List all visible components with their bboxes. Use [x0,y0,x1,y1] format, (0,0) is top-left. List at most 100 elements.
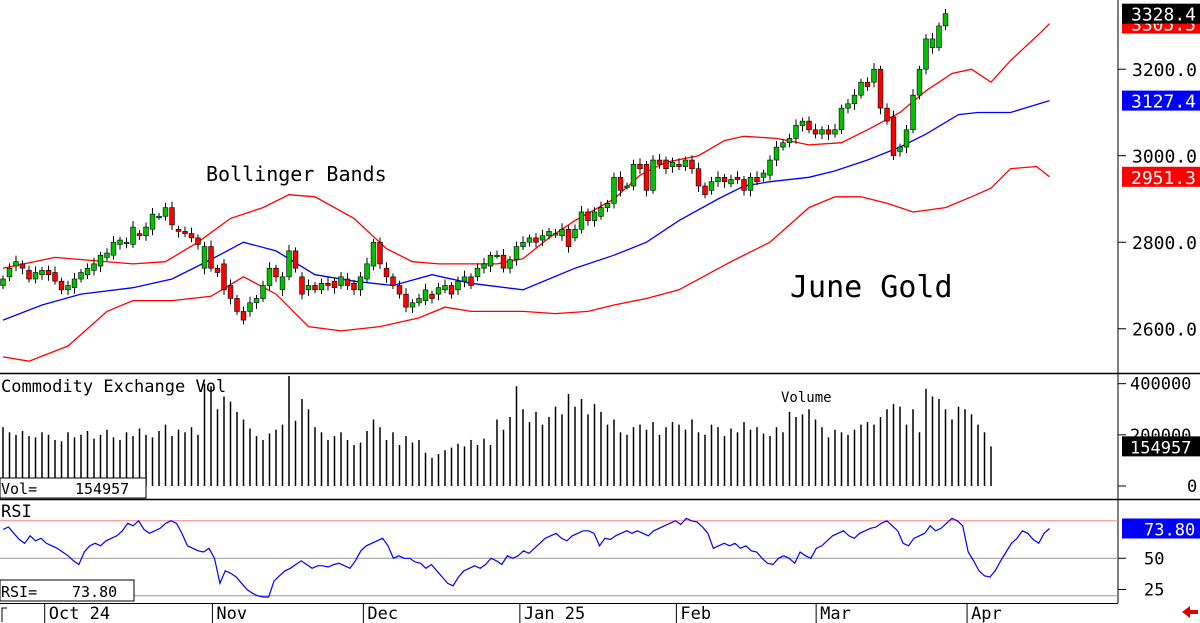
candle [858,78,864,99]
rsi-tag-label: 73.80 [1144,521,1195,541]
rsi-tick-label: 25 [1144,581,1164,601]
price-tag-label: 3328.4 [1131,5,1196,26]
candle [871,63,877,88]
candle [546,227,552,240]
candle [45,265,52,281]
candle [104,248,110,261]
candle [240,306,247,325]
candle [591,207,598,227]
candle [929,32,936,54]
volume-tag: 154957 [1122,436,1200,458]
candle [806,116,812,134]
candle [143,222,149,241]
bollinger-bands [2,23,1050,362]
date-tick-label: Feb [680,604,711,623]
candle [578,205,585,234]
candle [429,290,435,304]
band-line-2 [2,165,1050,362]
candle [468,273,474,289]
rsi-series-line [2,517,1050,598]
candle [539,229,546,247]
rsi-y-axis: 50 25 73.80 [1118,518,1200,601]
candle [377,237,383,270]
candle [136,230,143,241]
price-tag-label: 2951.3 [1131,168,1196,189]
candle [617,171,624,197]
candle [832,123,838,138]
candle [721,173,728,188]
candle [370,238,377,271]
rsi-panel-title: RSI [1,502,32,522]
candle [799,117,806,132]
candle [559,223,565,241]
candle [416,293,422,307]
date-tick-label: Dec [367,604,398,623]
candle [123,237,130,249]
rsi-tag: 73.80 [1122,518,1200,541]
candle [845,99,851,114]
candle [747,172,754,197]
candle [260,280,266,302]
candle [234,295,240,315]
candle [409,299,416,314]
corner-bracket-icon [1,607,7,622]
candle [656,153,663,169]
candle [279,272,286,296]
price-tag: 3328.4 [1122,3,1200,26]
candle [299,272,305,300]
rsi-reference-lines [0,520,1118,597]
scroll-left-arrow-icon[interactable] [1182,606,1198,618]
candle [455,276,461,296]
volume-readout-value: 154957 [75,480,129,498]
candle [676,158,682,170]
candle [221,259,227,296]
candle [39,266,45,280]
candle [253,295,260,309]
candle [520,236,526,251]
volume-tag-label: 154957 [1130,438,1191,458]
candle [669,157,676,173]
candle [884,103,890,125]
candle [318,278,325,295]
candle [715,171,721,187]
candle [624,182,630,190]
candle [338,272,344,289]
volume-tick-label: 0 [1187,477,1197,497]
candle [643,160,650,197]
candle [214,264,221,277]
candle [741,176,747,196]
candle [812,123,819,139]
candle [897,143,903,157]
candle [6,263,13,282]
candle [682,156,689,171]
candle [611,172,617,209]
candle [702,182,708,199]
candle [767,155,773,181]
candle [351,279,357,296]
candle [188,227,195,243]
candle [325,277,331,291]
candle [487,251,494,273]
volume-panel-title: Commodity Exchange Vol [1,377,226,397]
candle [58,277,65,295]
candle [552,228,559,238]
candle [312,282,318,294]
candle [175,225,182,238]
price-tick-label: 2800.0 [1132,233,1197,254]
candle [266,262,273,290]
candle [923,34,929,75]
rsi-readout-label: RSI= [1,583,37,601]
candlesticks [0,8,949,325]
candle [117,236,123,250]
candle [422,283,429,305]
candle [442,279,448,294]
annotation-bollinger-bands: Bollinger Bands [206,162,387,186]
candle [52,266,58,285]
candle [734,171,741,184]
candle [598,201,604,220]
candle [162,202,169,221]
candle [247,296,253,317]
price-tag: 3127.4 [1122,90,1200,113]
